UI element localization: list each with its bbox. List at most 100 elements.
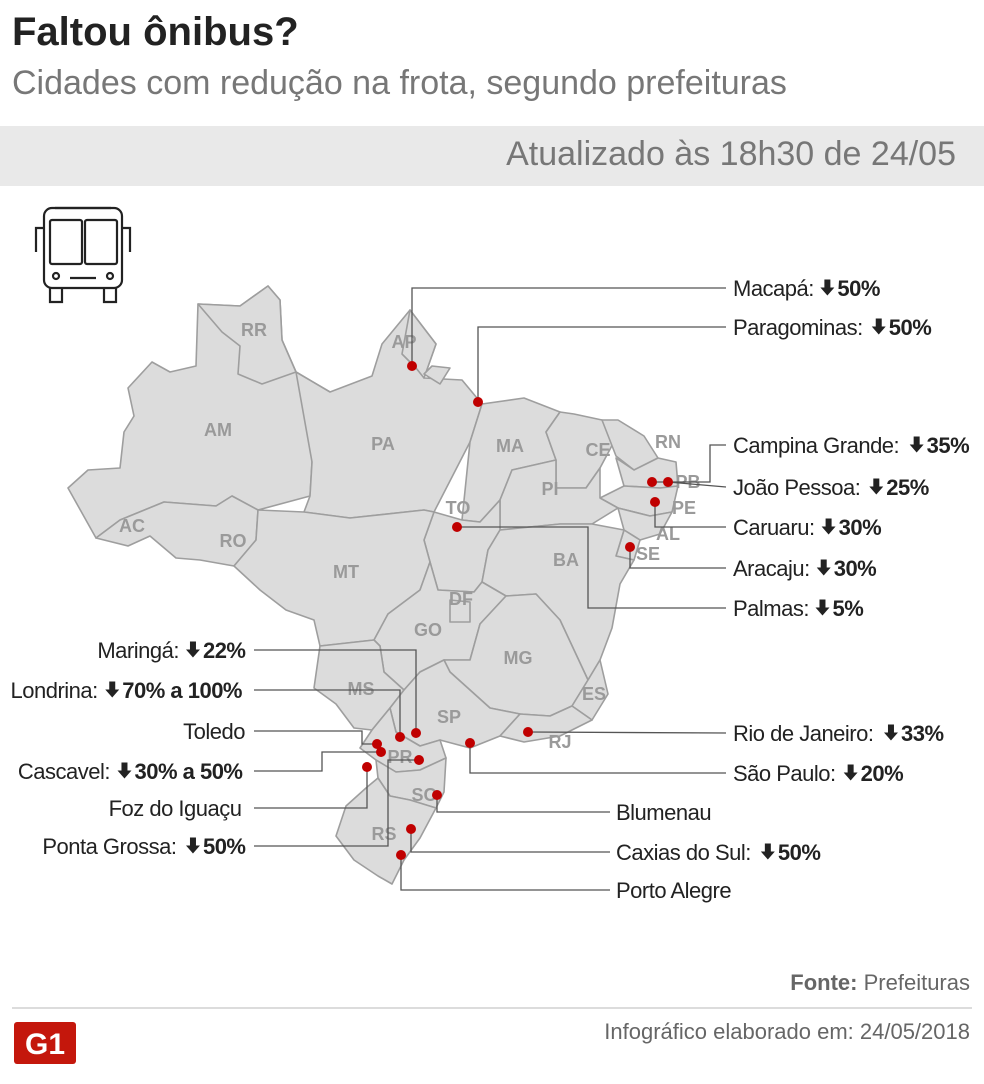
leader-line-caruaru xyxy=(654,502,726,528)
city-label-ponta-grossa: Ponta Grossa: 50% xyxy=(42,834,246,859)
arrow-down-icon xyxy=(760,843,775,860)
city-marker-londrina xyxy=(395,732,405,742)
city-marker-toledo xyxy=(372,739,382,749)
state-label-sp: SP xyxy=(437,707,461,727)
state-label-rs: RS xyxy=(371,824,396,844)
city-reduction: 30% a 50% xyxy=(134,759,242,784)
source-line: Fonte: Prefeituras xyxy=(790,970,970,996)
city-label-joão-pessoa: João Pessoa: 25% xyxy=(733,475,929,500)
state-label-mg: MG xyxy=(504,648,533,668)
city-reduction: 22% xyxy=(203,638,246,663)
city-marker-porto-alegre xyxy=(396,850,406,860)
city-marker-são-paulo xyxy=(465,738,475,748)
leader-line-palmas xyxy=(457,526,726,609)
city-label-porto-alegre: Porto Alegre xyxy=(616,878,732,903)
city-marker-palmas xyxy=(452,522,462,532)
city-marker-aracaju xyxy=(625,542,635,552)
city-reduction: 20% xyxy=(861,761,904,786)
city-marker-caruaru xyxy=(650,497,660,507)
city-label-foz-do-iguaçu: Foz do Iguaçu xyxy=(109,796,242,821)
city-marker-rio-de-janeiro xyxy=(523,727,533,737)
bus-icon xyxy=(34,206,132,304)
city-reduction: 25% xyxy=(886,475,929,500)
city-marker-maringá xyxy=(411,728,421,738)
arrow-down-icon xyxy=(909,436,924,453)
city-reduction: 30% xyxy=(839,515,882,540)
city-reduction: 35% xyxy=(927,433,970,458)
city-label-rio-de-janeiro: Rio de Janeiro: 33% xyxy=(733,721,944,746)
leader-line-joão-pessoa xyxy=(667,481,727,488)
made-date: Infográfico elaborado em: 24/05/2018 xyxy=(604,1019,970,1044)
city-name: Aracaju: xyxy=(733,556,810,581)
arrow-down-icon xyxy=(815,599,830,616)
state-label-rn: RN xyxy=(655,432,681,452)
leader-line-londrina xyxy=(254,689,401,737)
g1-logo: G1 xyxy=(14,1022,76,1064)
page-title: Faltou ônibus? xyxy=(12,10,299,54)
city-marker-blumenau xyxy=(432,790,442,800)
city-reduction: 50% xyxy=(837,276,880,301)
city-marker-cascavel xyxy=(376,747,386,757)
arrow-down-icon xyxy=(117,762,132,779)
state-label-ms: MS xyxy=(348,679,375,699)
city-name: Toledo xyxy=(183,719,245,744)
city-label-caruaru: Caruaru: 30% xyxy=(733,515,882,540)
city-name: Foz do Iguaçu xyxy=(109,796,242,821)
arrow-down-icon xyxy=(820,279,835,296)
state-label-am: AM xyxy=(204,420,232,440)
arrow-down-icon xyxy=(816,559,831,576)
state-label-pr: PR xyxy=(387,747,412,767)
page-subtitle: Cidades com redução na frota, segundo pr… xyxy=(12,64,787,102)
state-label-pi: PI xyxy=(541,479,558,499)
divider xyxy=(12,1007,972,1009)
city-reduction: 50% xyxy=(889,315,932,340)
city-label-campina-grande: Campina Grande: 35% xyxy=(733,433,970,458)
city-name: Palmas: xyxy=(733,596,809,621)
city-label-palmas: Palmas: 5% xyxy=(733,596,864,621)
source-value: Prefeituras xyxy=(863,970,970,995)
leader-line-maringá xyxy=(254,649,417,733)
state-label-rj: RJ xyxy=(548,732,571,752)
state-label-ce: CE xyxy=(585,440,610,460)
city-name: Ponta Grossa: xyxy=(42,834,176,859)
city-name: Blumenau xyxy=(616,800,711,825)
city-reduction: 50% xyxy=(203,834,246,859)
city-reduction: 70% a 100% xyxy=(122,678,242,703)
city-label-aracaju: Aracaju: 30% xyxy=(733,556,877,581)
leader-line-cascavel xyxy=(254,751,381,772)
map-body xyxy=(67,285,679,885)
leader-line-campina-grande xyxy=(652,444,726,483)
arrow-down-icon xyxy=(883,724,898,741)
city-markers xyxy=(362,361,673,860)
state-label-se: SE xyxy=(636,544,660,564)
leader-line-são-paulo xyxy=(469,743,726,774)
state-label-rr: RR xyxy=(241,320,267,340)
city-label-toledo: Toledo xyxy=(183,719,246,744)
arrow-down-icon xyxy=(185,837,200,854)
state-label-sc: SC xyxy=(411,785,436,805)
leader-line-paragominas xyxy=(477,326,726,402)
state-label-mt: MT xyxy=(333,562,359,582)
leader-line-toledo xyxy=(254,730,377,745)
city-name: Caxias do Sul: xyxy=(616,840,751,865)
leader-line-rio-de-janeiro xyxy=(527,731,727,734)
city-marker-foz-do-iguaçu xyxy=(362,762,372,772)
city-name: Maringá: xyxy=(97,638,179,663)
state-label-ba: BA xyxy=(553,550,579,570)
leader-lines xyxy=(254,287,727,891)
city-reduction: 33% xyxy=(901,721,944,746)
city-label-londrina: Londrina: 70% a 100% xyxy=(11,678,243,703)
city-name: Caruaru: xyxy=(733,515,815,540)
state-label-to: TO xyxy=(446,498,471,518)
city-marker-joão-pessoa xyxy=(663,477,673,487)
city-marker-caxias-do-sul xyxy=(406,824,416,834)
city-labels: Macapá: 50% Paragominas: 50% Campina Grande:… xyxy=(11,276,970,903)
state-label-ap: AP xyxy=(391,332,416,352)
state-label-es: ES xyxy=(582,684,606,704)
city-label-caxias-do-sul: Caxias do Sul: 50% xyxy=(616,840,821,865)
state-label-go: GO xyxy=(414,620,442,640)
update-band xyxy=(0,126,984,186)
city-marker-ponta-grossa xyxy=(414,755,424,765)
